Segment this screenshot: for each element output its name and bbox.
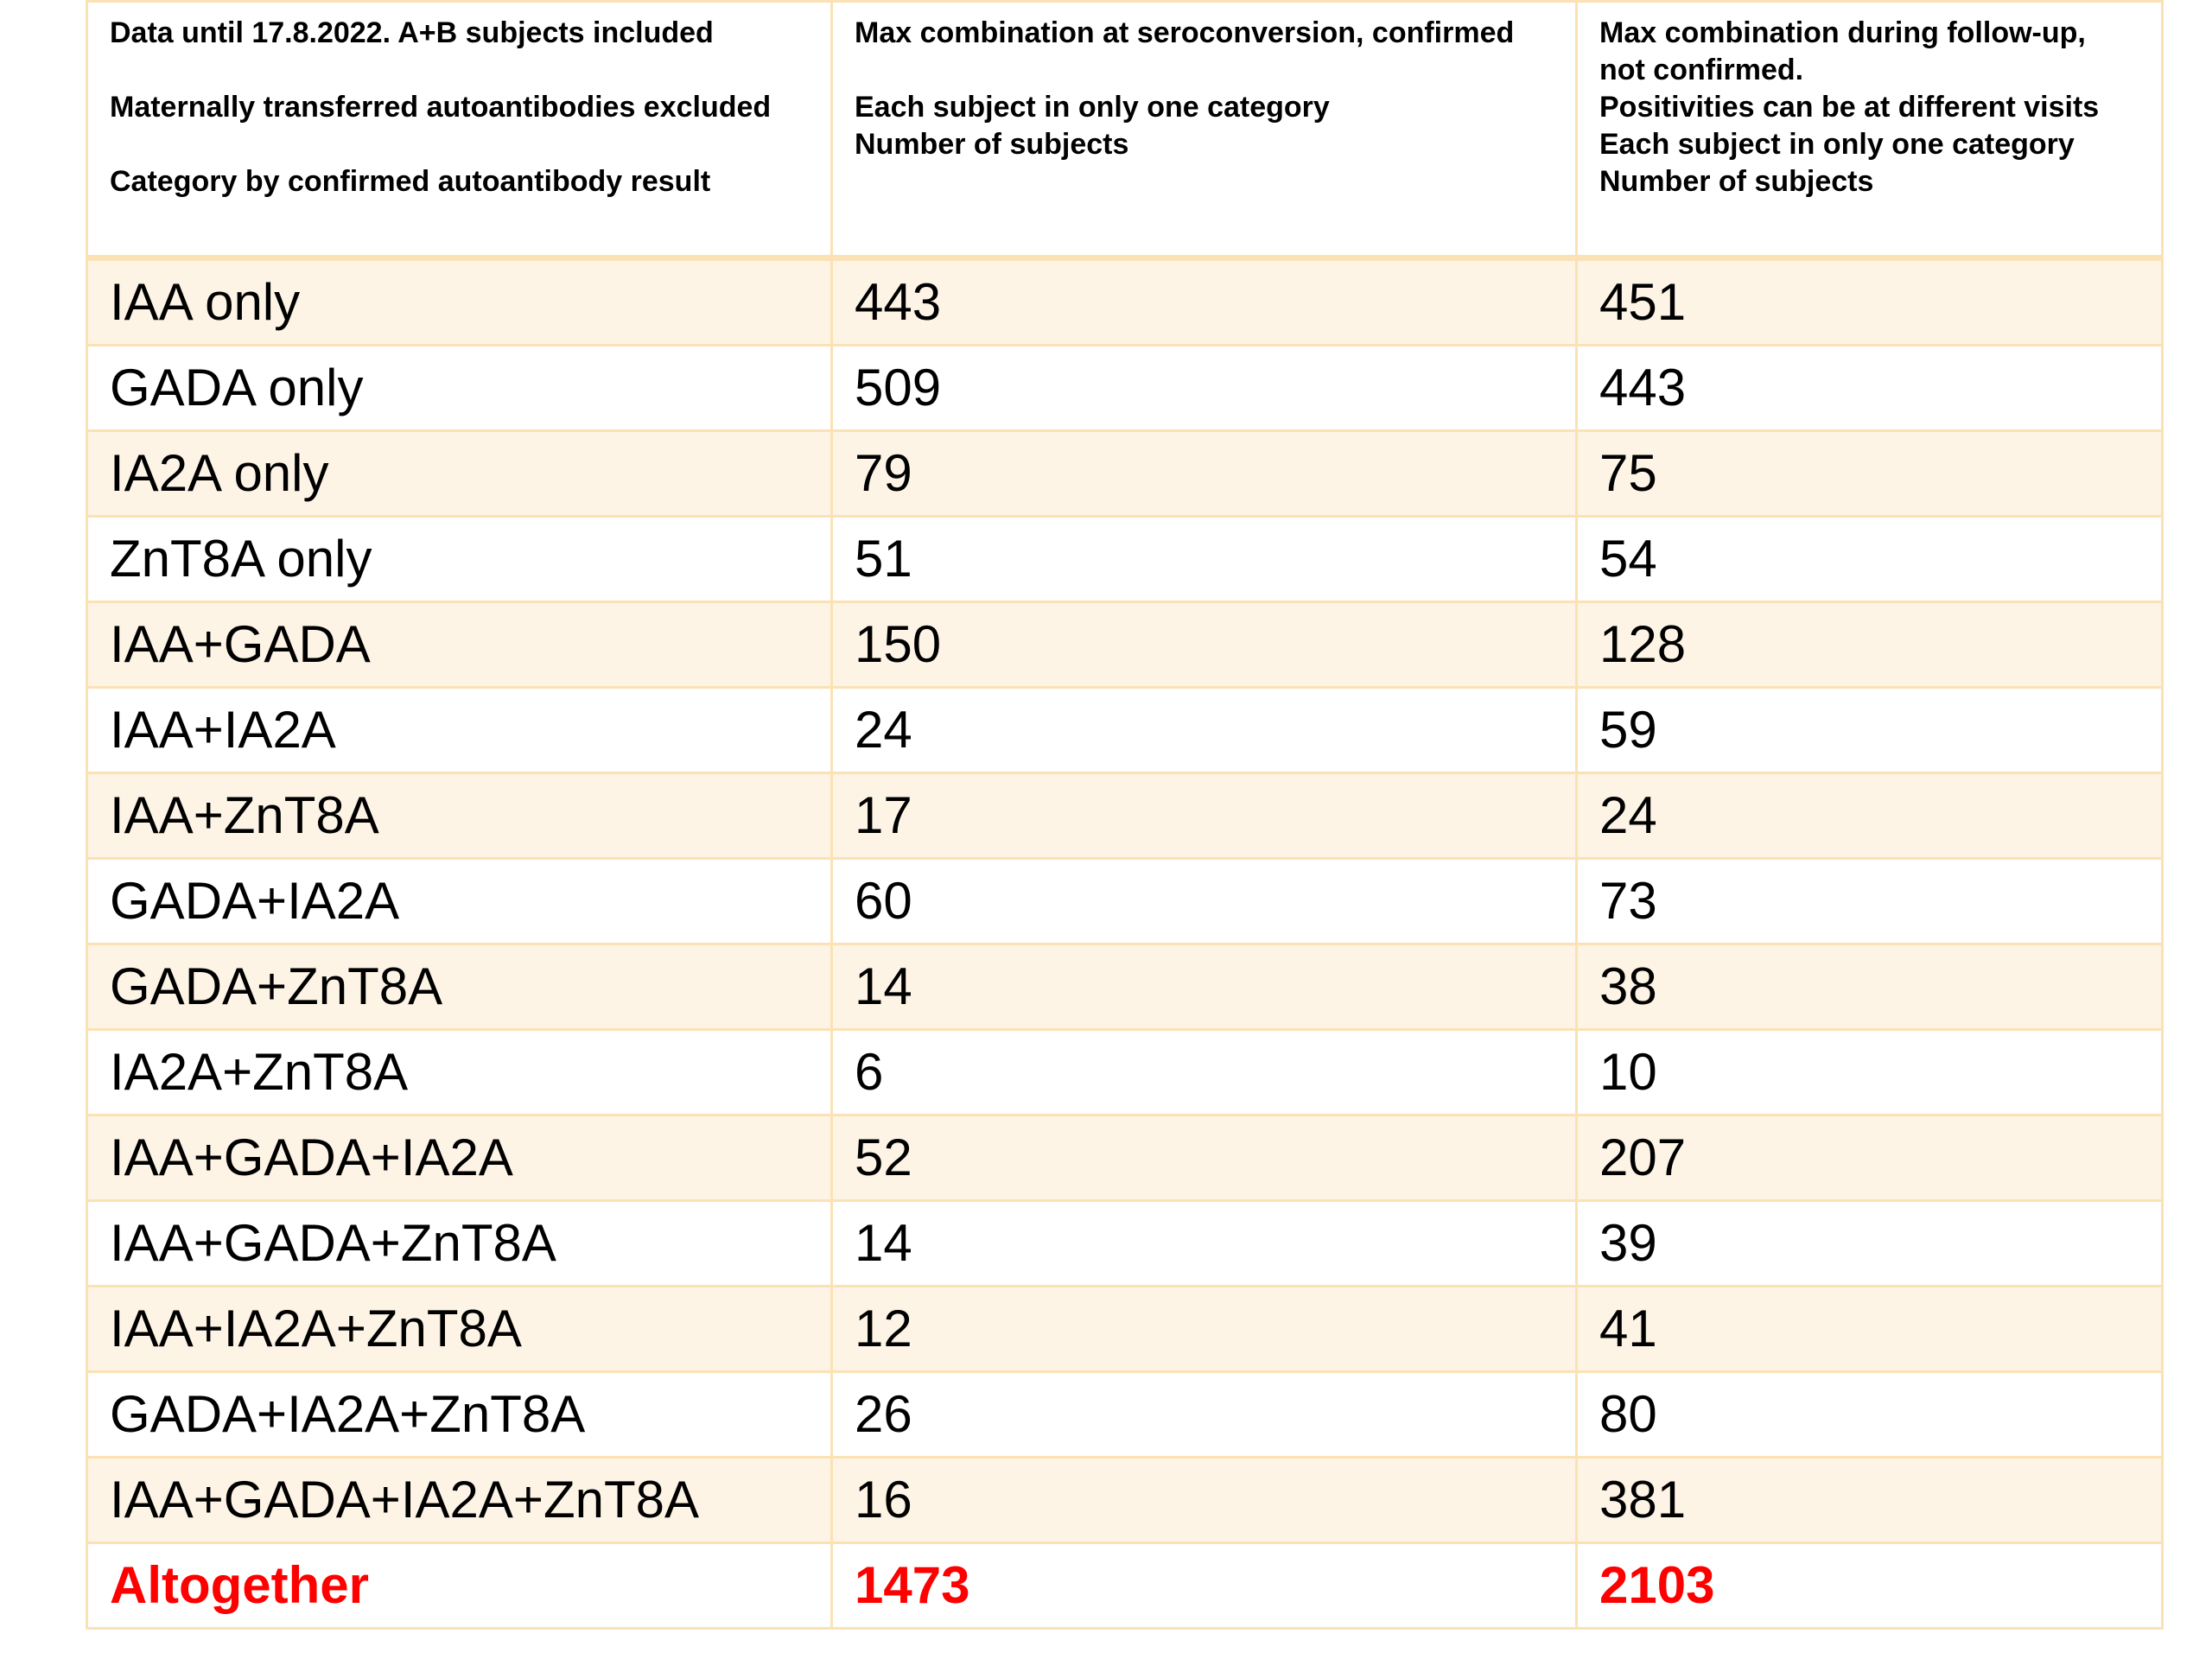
table-row: GADA only 509 443 <box>86 344 2164 432</box>
category-cell: GADA+ZnT8A <box>86 943 833 1031</box>
category-cell: IAA+GADA <box>86 601 833 689</box>
header-line: Max combination at seroconversion, confi… <box>855 16 1515 49</box>
table-row: IAA+ZnT8A 17 24 <box>86 772 2164 860</box>
category-cell: IAA only <box>86 257 833 346</box>
followup-count-cell: 75 <box>1575 429 2164 518</box>
header-line: Number of subjects <box>1599 165 1874 198</box>
total-row: Altogether 1473 2103 <box>86 1541 2164 1630</box>
category-cell: GADA only <box>86 344 833 432</box>
seroconversion-count-cell: 14 <box>830 1199 1578 1287</box>
table-row: IAA only 443 451 <box>86 257 2164 346</box>
autoantibody-table-container: Data until 17.8.2022. A+B subjects inclu… <box>86 0 2164 1659</box>
followup-count-cell: 41 <box>1575 1285 2164 1373</box>
followup-count-cell: 10 <box>1575 1028 2164 1116</box>
seroconversion-count-cell: 52 <box>830 1114 1578 1202</box>
header-line: Category by confirmed autoantibody resul… <box>110 165 711 198</box>
followup-count-cell: 73 <box>1575 857 2164 945</box>
seroconversion-count-cell: 14 <box>830 943 1578 1031</box>
table-row: IAA+GADA+IA2A+ZnT8A 16 381 <box>86 1456 2164 1544</box>
followup-count-cell: 451 <box>1575 257 2164 346</box>
table-row: IAA+GADA+ZnT8A 14 39 <box>86 1199 2164 1287</box>
header-line: Each subject in only one category <box>855 91 1330 124</box>
table-row: GADA+ZnT8A 14 38 <box>86 943 2164 1031</box>
table-row: ZnT8A only 51 54 <box>86 515 2164 603</box>
total-followup-cell: 2103 <box>1575 1541 2164 1630</box>
table-row: IA2A+ZnT8A 6 10 <box>86 1028 2164 1116</box>
followup-count-cell: 443 <box>1575 344 2164 432</box>
header-line <box>110 52 830 89</box>
category-cell: IAA+GADA+ZnT8A <box>86 1199 833 1287</box>
table-row: IAA+GADA+IA2A 52 207 <box>86 1114 2164 1202</box>
category-cell: IA2A only <box>86 429 833 518</box>
header-line: Data until 17.8.2022. A+B subjects inclu… <box>110 16 714 49</box>
header-line: not confirmed. <box>1599 54 1804 86</box>
table-row: GADA+IA2A 60 73 <box>86 857 2164 945</box>
header-line: Each subject in only one category <box>1599 128 2075 161</box>
seroconversion-count-cell: 509 <box>830 344 1578 432</box>
table-row: IAA+IA2A+ZnT8A 12 41 <box>86 1285 2164 1373</box>
seroconversion-count-cell: 16 <box>830 1456 1578 1544</box>
followup-count-cell: 80 <box>1575 1370 2164 1459</box>
header-line: Positivities can be at different visits <box>1599 91 2100 124</box>
category-cell: IAA+IA2A <box>86 686 833 774</box>
category-cell: IA2A+ZnT8A <box>86 1028 833 1116</box>
seroconversion-count-cell: 26 <box>830 1370 1578 1459</box>
followup-count-cell: 381 <box>1575 1456 2164 1544</box>
category-cell: IAA+GADA+IA2A <box>86 1114 833 1202</box>
header-seroconversion-column: Max combination at seroconversion, confi… <box>830 0 1578 261</box>
followup-count-cell: 54 <box>1575 515 2164 603</box>
header-line: Number of subjects <box>855 128 1129 161</box>
category-cell: IAA+ZnT8A <box>86 772 833 860</box>
header-line <box>855 52 1574 89</box>
total-label-cell: Altogether <box>86 1541 833 1630</box>
header-line <box>110 126 830 163</box>
seroconversion-count-cell: 17 <box>830 772 1578 860</box>
autoantibody-combination-table: Data until 17.8.2022. A+B subjects inclu… <box>86 0 2164 1630</box>
header-line: Max combination during follow-up, <box>1599 16 2086 49</box>
table-row: GADA+IA2A+ZnT8A 26 80 <box>86 1370 2164 1459</box>
header-line: Maternally transferred autoantibodies ex… <box>110 91 772 124</box>
category-cell: ZnT8A only <box>86 515 833 603</box>
seroconversion-count-cell: 60 <box>830 857 1578 945</box>
header-followup-column: Max combination during follow-up, not co… <box>1575 0 2164 261</box>
followup-count-cell: 24 <box>1575 772 2164 860</box>
seroconversion-count-cell: 12 <box>830 1285 1578 1373</box>
followup-count-cell: 128 <box>1575 601 2164 689</box>
total-seroconversion-cell: 1473 <box>830 1541 1578 1630</box>
seroconversion-count-cell: 6 <box>830 1028 1578 1116</box>
table-row: IA2A only 79 75 <box>86 429 2164 518</box>
seroconversion-count-cell: 443 <box>830 257 1578 346</box>
table-header-row: Data until 17.8.2022. A+B subjects inclu… <box>86 0 2164 261</box>
category-cell: IAA+IA2A+ZnT8A <box>86 1285 833 1373</box>
seroconversion-count-cell: 150 <box>830 601 1578 689</box>
seroconversion-count-cell: 24 <box>830 686 1578 774</box>
category-cell: GADA+IA2A <box>86 857 833 945</box>
followup-count-cell: 207 <box>1575 1114 2164 1202</box>
followup-count-cell: 39 <box>1575 1199 2164 1287</box>
category-cell: GADA+IA2A+ZnT8A <box>86 1370 833 1459</box>
seroconversion-count-cell: 51 <box>830 515 1578 603</box>
followup-count-cell: 38 <box>1575 943 2164 1031</box>
seroconversion-count-cell: 79 <box>830 429 1578 518</box>
category-cell: IAA+GADA+IA2A+ZnT8A <box>86 1456 833 1544</box>
followup-count-cell: 59 <box>1575 686 2164 774</box>
header-category-column: Data until 17.8.2022. A+B subjects inclu… <box>86 0 833 261</box>
table-row: IAA+IA2A 24 59 <box>86 686 2164 774</box>
table-row: IAA+GADA 150 128 <box>86 601 2164 689</box>
